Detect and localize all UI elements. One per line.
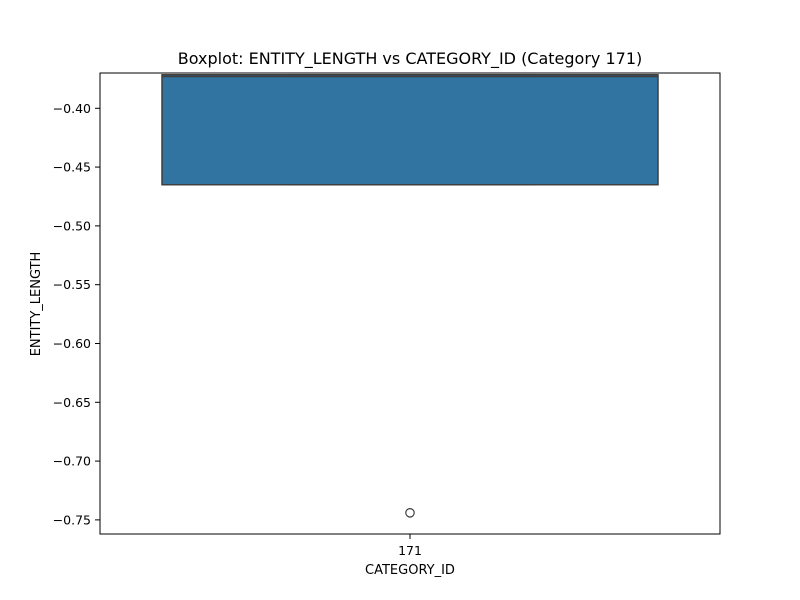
y-tick-label: −0.45 [53, 160, 91, 175]
y-tick-label: −0.50 [53, 218, 91, 233]
x-tick-label: 171 [398, 543, 422, 558]
outlier-point [405, 508, 415, 518]
y-tick-label: −0.65 [53, 395, 91, 410]
y-tick-label: −0.70 [53, 454, 91, 469]
y-axis-label: ENTITY_LENGTH [29, 252, 44, 357]
x-axis: 171 [398, 534, 422, 558]
y-tick-label: −0.75 [53, 512, 91, 527]
plot-area [99, 72, 721, 535]
y-tick-label: −0.40 [53, 101, 91, 116]
box-iqr [161, 74, 659, 186]
chart-title: Boxplot: ENTITY_LENGTH vs CATEGORY_ID (C… [178, 49, 643, 69]
y-axis: −0.40 −0.45 −0.50 −0.55 −0.60 −0.65 −0.70 −0.75 [53, 101, 100, 527]
y-tick-label: −0.60 [53, 336, 91, 351]
x-axis-label: CATEGORY_ID [365, 563, 455, 578]
y-tick-label: −0.55 [53, 277, 91, 292]
